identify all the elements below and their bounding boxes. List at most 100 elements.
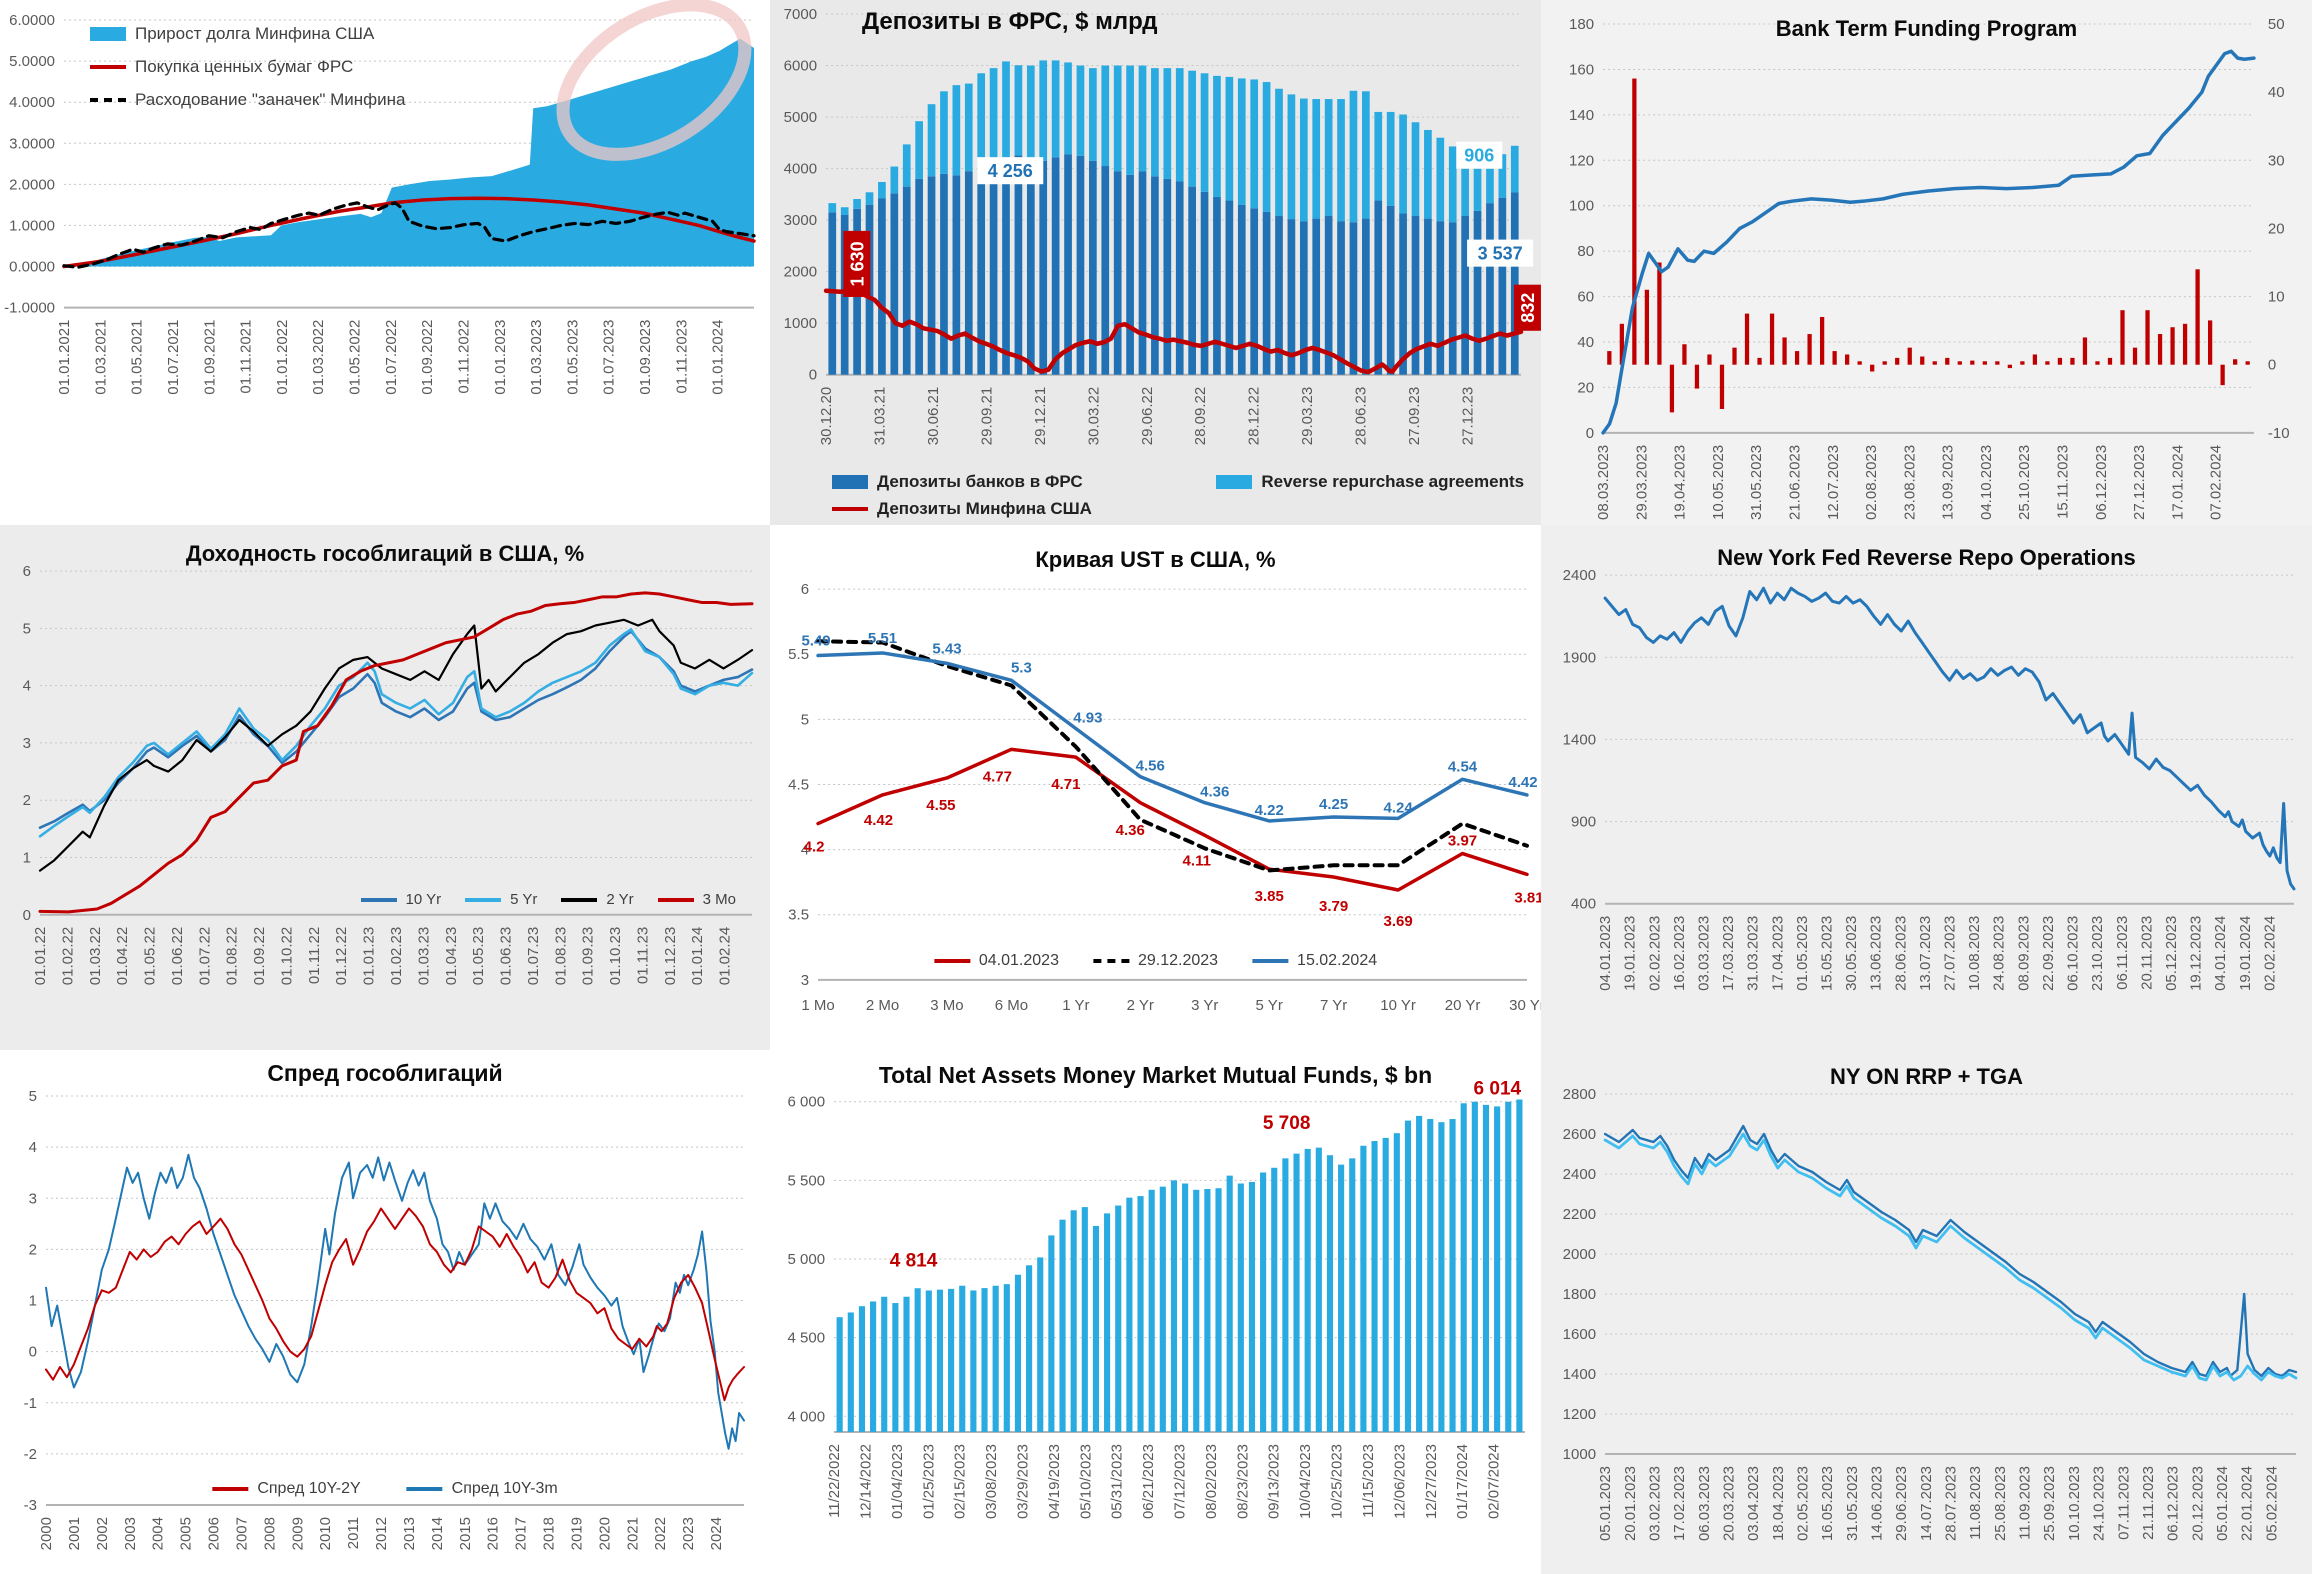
chart-title: Депозиты в ФРС, $ млрд: [862, 8, 1158, 35]
svg-text:20: 20: [2268, 220, 2285, 237]
svg-text:2023: 2023: [680, 1517, 697, 1550]
svg-text:2019: 2019: [568, 1517, 585, 1550]
svg-text:01.02.23: 01.02.23: [388, 927, 405, 985]
svg-text:28.09.22: 28.09.22: [1192, 387, 1209, 445]
svg-text:09/13/2023: 09/13/2023: [1266, 1444, 1283, 1519]
svg-text:0.0000: 0.0000: [9, 259, 55, 276]
svg-text:10/25/2023: 10/25/2023: [1329, 1444, 1346, 1519]
svg-text:5: 5: [29, 1088, 37, 1105]
legend-label: Прирост долга Минфина США: [135, 24, 375, 43]
svg-text:27.09.23: 27.09.23: [1406, 387, 1423, 445]
series-line-icon: [360, 897, 397, 902]
legend-label: 29.12.2023: [1137, 952, 1219, 969]
svg-text:11.08.2023: 11.08.2023: [1967, 1466, 1984, 1540]
svg-text:2000: 2000: [1563, 1246, 1596, 1263]
svg-text:10.08.2023: 10.08.2023: [1966, 916, 1983, 991]
svg-text:900: 900: [1571, 814, 1596, 831]
svg-text:15.05.2023: 15.05.2023: [1819, 916, 1836, 991]
svg-text:906: 906: [1464, 146, 1494, 166]
svg-text:12/27/2023: 12/27/2023: [1423, 1444, 1440, 1519]
svg-text:28.06.23: 28.06.23: [1353, 387, 1370, 445]
svg-text:20 Yr: 20 Yr: [1445, 997, 1481, 1014]
svg-text:4.42: 4.42: [1508, 774, 1537, 791]
chart-title: Bank Term Funding Program: [1775, 16, 2078, 41]
svg-text:06.03.2023: 06.03.2023: [1696, 1466, 1713, 1541]
svg-text:2012: 2012: [373, 1517, 390, 1550]
svg-text:4.93: 4.93: [1073, 709, 1102, 726]
svg-text:120: 120: [1569, 152, 1594, 169]
svg-text:4: 4: [801, 842, 809, 859]
svg-text:01.09.2023: 01.09.2023: [637, 320, 654, 395]
svg-text:19.04.2023: 19.04.2023: [1672, 445, 1689, 520]
svg-text:160: 160: [1569, 61, 1594, 78]
series-swatch-icon: [1216, 475, 1253, 489]
svg-text:3 537: 3 537: [1478, 244, 1523, 264]
svg-text:01.11.2023: 01.11.2023: [673, 320, 690, 394]
svg-text:17.01.2024: 17.01.2024: [2169, 445, 2186, 520]
svg-text:01.09.2022: 01.09.2022: [419, 320, 436, 395]
svg-text:4.77: 4.77: [983, 768, 1012, 785]
svg-text:2011: 2011: [345, 1517, 362, 1549]
svg-text:05.12.2023: 05.12.2023: [2163, 916, 2180, 991]
legend-item: 29.12.2023: [1092, 952, 1219, 970]
svg-text:10: 10: [2268, 289, 2285, 306]
legend-label: Покупка ценных бумаг ФРС: [135, 57, 354, 76]
svg-text:3000: 3000: [784, 212, 817, 229]
svg-text:1 Mo: 1 Mo: [801, 997, 834, 1014]
svg-text:2017: 2017: [513, 1517, 530, 1550]
svg-text:25.08.2023: 25.08.2023: [1992, 1466, 2009, 1541]
svg-text:10.05.2023: 10.05.2023: [1710, 445, 1727, 520]
svg-text:3.5: 3.5: [788, 907, 809, 924]
svg-text:03.02.2023: 03.02.2023: [1646, 1466, 1663, 1541]
svg-text:3: 3: [801, 972, 809, 989]
debt-growth-legend: Прирост долга Минфина США Покупка ценных …: [90, 24, 405, 110]
svg-text:4.11: 4.11: [1183, 852, 1211, 869]
svg-text:2013: 2013: [401, 1517, 418, 1550]
svg-text:3: 3: [29, 1190, 37, 1207]
svg-text:5.3: 5.3: [1011, 659, 1032, 676]
svg-text:01.05.22: 01.05.22: [142, 927, 159, 985]
svg-text:01.01.2023: 01.01.2023: [492, 320, 509, 395]
svg-text:01.11.2021: 01.11.2021: [238, 320, 255, 394]
svg-text:4000: 4000: [784, 161, 817, 178]
svg-text:-10: -10: [2268, 425, 2290, 442]
svg-text:4.2: 4.2: [804, 839, 825, 856]
mmf-assets-chart: 6 000 5 500 5 000 4 500 4 000 11/22/2022 12/14…: [788, 1078, 1525, 1519]
chart-title: Кривая UST в США, %: [1035, 547, 1276, 572]
svg-text:0: 0: [23, 907, 31, 924]
svg-text:0: 0: [809, 367, 817, 384]
svg-text:400: 400: [1571, 896, 1596, 913]
svg-text:08/02/2023: 08/02/2023: [1203, 1444, 1220, 1519]
svg-text:02.08.2023: 02.08.2023: [1863, 445, 1880, 520]
svg-text:01.07.2022: 01.07.2022: [383, 320, 400, 395]
svg-text:01.11.22: 01.11.22: [306, 927, 323, 984]
svg-text:4.71: 4.71: [1051, 776, 1080, 793]
svg-text:06.11.2023: 06.11.2023: [2114, 916, 2131, 990]
svg-text:4.0000: 4.0000: [9, 94, 55, 111]
panel-debt-growth: 6.0000 5.0000 4.0000 3.0000 2.0000 1.0000 0.00…: [0, 0, 770, 525]
svg-text:01.05.2023: 01.05.2023: [1794, 916, 1811, 991]
svg-text:5.0000: 5.0000: [9, 53, 55, 70]
svg-text:4.42: 4.42: [864, 812, 893, 829]
svg-text:25.10.2023: 25.10.2023: [2016, 445, 2033, 520]
svg-text:01.12.22: 01.12.22: [333, 927, 350, 985]
svg-text:1400: 1400: [1563, 731, 1596, 748]
svg-text:19.01.2023: 19.01.2023: [1622, 916, 1639, 991]
svg-text:01.08.23: 01.08.23: [552, 927, 569, 985]
svg-text:2 Yr: 2 Yr: [1127, 997, 1154, 1014]
legend-item: 2 Yr: [561, 891, 634, 908]
svg-text:6: 6: [23, 563, 31, 580]
svg-text:832: 832: [1518, 293, 1538, 323]
svg-text:07/12/2023: 07/12/2023: [1172, 1444, 1189, 1519]
svg-text:3.79: 3.79: [1319, 898, 1348, 915]
svg-text:3.81: 3.81: [1514, 889, 1541, 906]
svg-text:1800: 1800: [1563, 1286, 1596, 1303]
series-line-icon: [1252, 959, 1289, 963]
svg-text:27.12.23: 27.12.23: [1460, 387, 1477, 445]
chart-title: Доходность гособлигаций в США, %: [185, 541, 585, 566]
svg-text:12/14/2022: 12/14/2022: [857, 1444, 874, 1519]
svg-text:01.07.2021: 01.07.2021: [165, 320, 182, 395]
legend-label: 2 Yr: [606, 891, 634, 908]
series-line-icon: [406, 1487, 443, 1491]
svg-text:7 Yr: 7 Yr: [1320, 997, 1347, 1014]
